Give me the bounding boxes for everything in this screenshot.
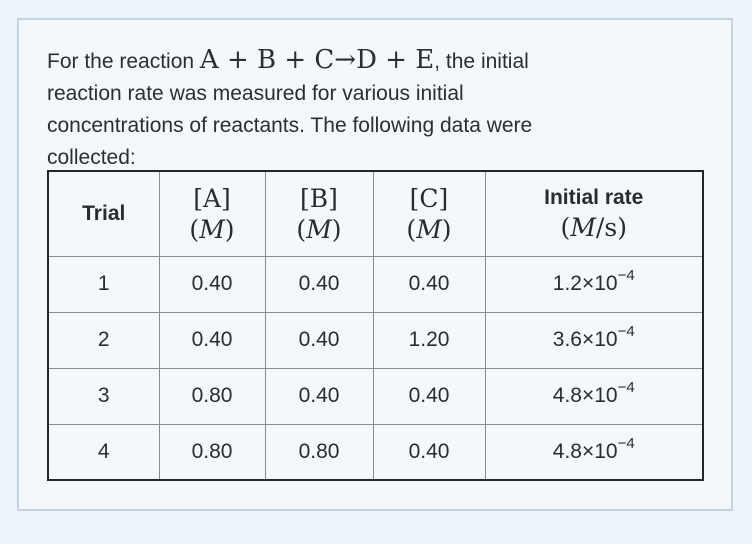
rate-cell: 1.2×10−4 — [484, 255, 704, 313]
conc-b-cell: 0.40 — [264, 255, 374, 313]
conc-c-cell: 1.20 — [372, 311, 486, 369]
header-conc-a: [A] (M) — [158, 170, 266, 257]
header-initial-rate: Initial rate (M/s) — [484, 170, 704, 257]
rate-cell: 3.6×10−4 — [484, 311, 704, 369]
conc-a-cell: 0.40 — [158, 255, 266, 313]
conc-b-cell: 0.40 — [264, 311, 374, 369]
trial-cell: 1 — [47, 255, 160, 313]
question-panel: For the reaction A + B + C→D + E, the in… — [17, 18, 733, 511]
trial-cell: 4 — [47, 423, 160, 481]
statement-line-2: reaction rate was measured for various i… — [47, 82, 464, 105]
header-trial: Trial — [47, 170, 160, 257]
conc-b-label: [B] — [300, 183, 338, 213]
header-conc-b: [B] (M) — [264, 170, 374, 257]
statement-line-1-suffix: , the initial — [434, 50, 529, 73]
molar-symbol: M — [306, 214, 332, 244]
conc-c-cell: 0.40 — [372, 255, 486, 313]
trial-label: Trial — [82, 201, 126, 225]
conc-b-cell: 0.80 — [264, 423, 374, 481]
rate-exponent: −4 — [617, 434, 635, 452]
conc-c-cell: 0.40 — [372, 423, 486, 481]
per-second: /s — [595, 213, 618, 243]
molar-unit: (M) — [160, 214, 265, 245]
molar-symbol: M — [570, 213, 596, 243]
paren-close: ) — [617, 213, 627, 243]
trial-cell: 3 — [47, 367, 160, 425]
reaction-formula: A + B + C→D + E — [199, 45, 435, 75]
rate-mantissa: 3.6×10 — [552, 328, 618, 351]
conc-a-cell: 0.40 — [158, 311, 266, 369]
paren-close: ) — [441, 214, 452, 244]
rate-cell: 4.8×10−4 — [484, 367, 704, 425]
rate-unit: (M/s) — [486, 212, 703, 243]
rate-cell: 4.8×10−4 — [484, 423, 704, 481]
paren-open: ( — [560, 213, 571, 243]
conc-c-label: [C] — [409, 183, 449, 213]
paren-close: ) — [331, 214, 342, 244]
header-conc-c: [C] (M) — [372, 170, 486, 257]
conc-c-cell: 0.40 — [372, 367, 486, 425]
statement-line-3: concentrations of reactants. The followi… — [47, 114, 533, 137]
conc-a-cell: 0.80 — [158, 367, 266, 425]
statement-prefix: For the reaction — [47, 50, 200, 73]
rate-data-table: Trial [A] (M) [B] (M) [C] (M) Initial ra… — [47, 170, 704, 481]
rate-exponent: −4 — [617, 267, 635, 284]
trial-cell: 2 — [47, 311, 160, 369]
table-row: 4 0.80 0.80 0.40 4.8×10−4 — [47, 423, 704, 481]
rate-exponent: −4 — [617, 323, 635, 340]
conc-a-label: [A] — [193, 183, 231, 213]
paren-open: ( — [189, 214, 200, 244]
table-row: 3 0.80 0.40 0.40 4.8×10−4 — [47, 367, 704, 425]
problem-statement: For the reaction A + B + C→D + E, the in… — [47, 44, 532, 174]
molar-unit: (M) — [374, 214, 485, 245]
conc-a-cell: 0.80 — [158, 423, 266, 481]
paren-close: ) — [224, 214, 235, 244]
rate-mantissa: 1.2×10 — [552, 272, 618, 295]
table-row: 2 0.40 0.40 1.20 3.6×10−4 — [47, 311, 704, 369]
statement-line-4: collected: — [47, 146, 136, 169]
conc-b-cell: 0.40 — [264, 367, 374, 425]
table-row: 1 0.40 0.40 0.40 1.2×10−4 — [47, 255, 704, 313]
molar-symbol: M — [199, 214, 225, 244]
rate-mantissa: 4.8×10 — [552, 439, 618, 463]
rate-mantissa: 4.8×10 — [552, 384, 618, 407]
table-header-row: Trial [A] (M) [B] (M) [C] (M) Initial ra… — [47, 170, 704, 257]
paren-open: ( — [296, 214, 307, 244]
molar-unit: (M) — [266, 214, 373, 245]
rate-exponent: −4 — [617, 379, 635, 396]
initial-rate-label: Initial rate — [544, 186, 644, 210]
molar-symbol: M — [416, 214, 442, 244]
statement-line-1: For the reaction A + B + C→D + E, the in… — [47, 44, 532, 78]
paren-open: ( — [406, 214, 417, 244]
